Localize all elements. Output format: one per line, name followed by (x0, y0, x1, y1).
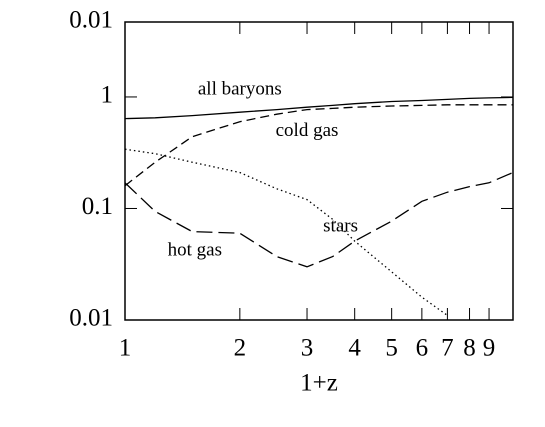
y-tick-label: 0.1 (82, 193, 113, 220)
x-tick-label: 8 (463, 335, 476, 362)
series-line (124, 104, 513, 187)
x-tick-label: 5 (385, 335, 398, 362)
x-axis-label: 1+z (300, 370, 338, 397)
x-tick-label: 3 (301, 335, 314, 362)
series-line (124, 96, 514, 120)
y-tick-label: 1 (101, 82, 114, 109)
series-label: hot gas (168, 240, 222, 261)
plot-frame (124, 21, 514, 321)
series-line (124, 148, 448, 316)
x-tick-label: 4 (348, 335, 361, 362)
x-tick-label: 7 (441, 335, 454, 362)
y-tick-label: 0.01 (69, 7, 113, 34)
x-tick-label: 6 (416, 335, 429, 362)
series-label: cold gas (276, 120, 339, 141)
series-label: all baryons (198, 79, 282, 100)
y-tick-label: 0.01 (69, 305, 113, 332)
x-tick-label: 2 (234, 335, 247, 362)
x-tick-label: 9 (483, 335, 496, 362)
x-tick-label: 1 (119, 335, 132, 362)
series-line (124, 171, 514, 268)
series-label: stars (323, 216, 358, 237)
